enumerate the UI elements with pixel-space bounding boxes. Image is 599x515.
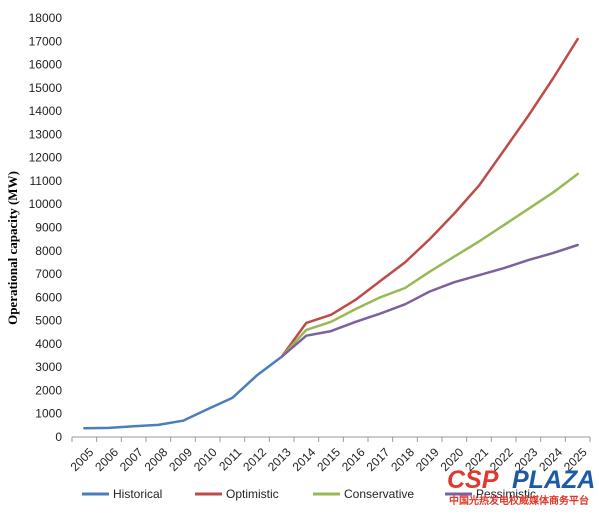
x-tick-label: 2019 [413,445,442,474]
y-axis-ticks: 0 1000 2000 3000 4000 5000 6000 7000 8000 9000 100… [29,11,63,444]
series-line-conservative [280,172,579,358]
series-line-optimistic [280,37,579,358]
watermark-logo: CSP PLAZA 中国光热发电权威媒体商务平台 [447,466,595,507]
x-tick-label: 2010 [191,445,220,474]
legend-label: Historical [113,487,162,501]
x-tick-label: 2013 [265,445,294,474]
y-tick-label: 13000 [29,127,63,141]
y-axis-title: Operational capacity (MW) [5,171,20,325]
y-tick-label: 1000 [35,407,62,421]
x-tick-label: 2012 [240,445,269,474]
x-tick-label: 2014 [290,445,319,474]
y-tick-label: 9000 [35,221,62,235]
y-tick-label: 17000 [29,34,63,48]
legend-label: Optimistic [226,487,279,501]
legend-label: Pessimistic [476,487,536,501]
y-tick-label: 2000 [35,383,62,397]
legend: Historical Optimistic Conservative Pessimis… [82,487,536,501]
y-tick-label: 15000 [29,81,63,95]
watermark-tagline: 中国光热发电权威媒体商务平台 [449,494,589,507]
x-tick-label: 2011 [216,445,244,473]
y-tick-label: 16000 [29,58,63,72]
y-tick-label: 8000 [35,244,62,258]
legend-label: Conservative [344,487,414,501]
y-tick-label: 11000 [30,174,63,188]
x-tick-label: 2007 [117,445,146,474]
y-tick-label: 3000 [35,360,62,374]
y-tick-label: 7000 [35,267,62,281]
y-tick-label: 0 [55,430,62,444]
series-line-historical [83,355,283,430]
x-tick-label: 2017 [364,445,393,474]
x-tick-label: 2018 [388,445,417,474]
x-tick-label: 2006 [92,445,121,474]
y-tick-label: 18000 [29,11,63,25]
x-tick-label: 2008 [142,445,171,474]
y-tick-label: 10000 [29,197,63,211]
series-line-pessimistic [280,243,579,358]
y-tick-label: 5000 [35,314,62,328]
y-tick-label: 14000 [29,104,63,118]
series-lines [83,37,579,430]
x-tick-label: 2015 [314,445,343,474]
watermark-brand-left: CSP [447,466,499,494]
y-tick-label: 6000 [35,290,62,304]
y-tick-label: 12000 [29,151,63,165]
y-tick-label: 4000 [35,337,62,351]
x-tick-label: 2016 [339,445,368,474]
watermark-brand-right: PLAZA [512,466,595,494]
x-tick-label: 2005 [68,445,97,474]
x-tick-label: 2009 [166,445,195,474]
